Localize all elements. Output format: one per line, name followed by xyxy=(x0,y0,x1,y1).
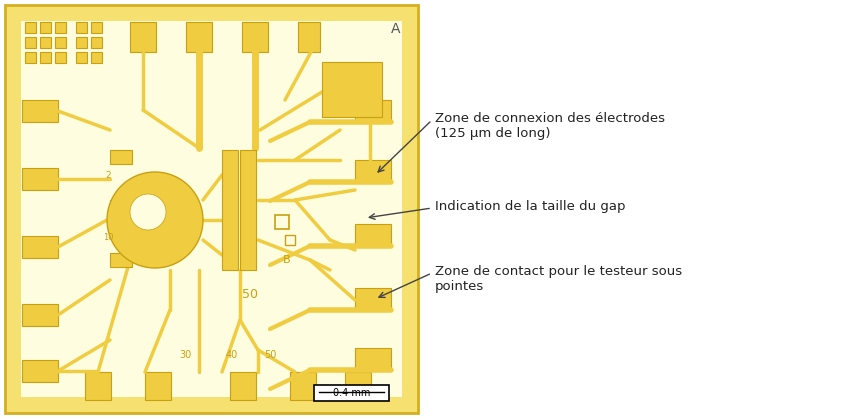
Bar xyxy=(25,52,36,63)
Bar xyxy=(242,22,268,52)
Bar xyxy=(21,21,402,397)
Bar xyxy=(110,150,132,164)
Bar xyxy=(55,52,66,63)
Bar xyxy=(186,22,212,52)
Bar xyxy=(25,22,36,33)
Bar xyxy=(40,22,51,33)
Bar xyxy=(285,235,295,245)
Bar xyxy=(355,224,391,246)
Bar xyxy=(76,37,87,48)
Circle shape xyxy=(107,172,203,268)
Bar xyxy=(314,385,389,401)
Text: Zone de connexion des électrodes
(125 µm de long): Zone de connexion des électrodes (125 µm… xyxy=(435,112,665,140)
Text: 50: 50 xyxy=(242,288,258,301)
Bar xyxy=(91,37,102,48)
Bar xyxy=(25,37,36,48)
Bar xyxy=(290,372,316,400)
Bar xyxy=(345,372,371,400)
Bar xyxy=(22,304,58,326)
Bar xyxy=(110,200,132,214)
Bar xyxy=(76,52,87,63)
Text: B: B xyxy=(283,255,291,265)
Bar xyxy=(355,288,391,310)
Bar xyxy=(322,62,382,117)
Text: Zone de contact pour le testeur sous
pointes: Zone de contact pour le testeur sous poi… xyxy=(435,265,682,293)
Text: 30: 30 xyxy=(179,350,191,360)
Text: 0.4 mm: 0.4 mm xyxy=(333,388,370,398)
Bar xyxy=(55,22,66,33)
Bar xyxy=(76,22,87,33)
Bar xyxy=(275,215,289,229)
Text: 40: 40 xyxy=(226,350,238,360)
Text: 50: 50 xyxy=(264,350,276,360)
Bar xyxy=(55,37,66,48)
Bar xyxy=(355,160,391,182)
Bar xyxy=(22,236,58,258)
Bar xyxy=(222,150,238,270)
Bar xyxy=(110,253,132,267)
Bar xyxy=(85,372,111,400)
Bar xyxy=(355,348,391,370)
Bar xyxy=(91,22,102,33)
Bar xyxy=(91,52,102,63)
Bar xyxy=(22,100,58,122)
Bar xyxy=(22,360,58,382)
Bar xyxy=(40,52,51,63)
Bar xyxy=(240,150,256,270)
Text: 10: 10 xyxy=(102,233,114,242)
Bar xyxy=(145,372,171,400)
Bar xyxy=(22,168,58,190)
Text: Indication de la taille du gap: Indication de la taille du gap xyxy=(435,200,625,213)
Text: A: A xyxy=(390,22,400,36)
Bar xyxy=(40,37,51,48)
Text: 2: 2 xyxy=(105,171,111,180)
Bar xyxy=(130,22,156,52)
Bar xyxy=(5,5,418,413)
Bar xyxy=(298,22,320,52)
Bar xyxy=(230,372,256,400)
Bar xyxy=(355,100,391,122)
Circle shape xyxy=(130,194,166,230)
